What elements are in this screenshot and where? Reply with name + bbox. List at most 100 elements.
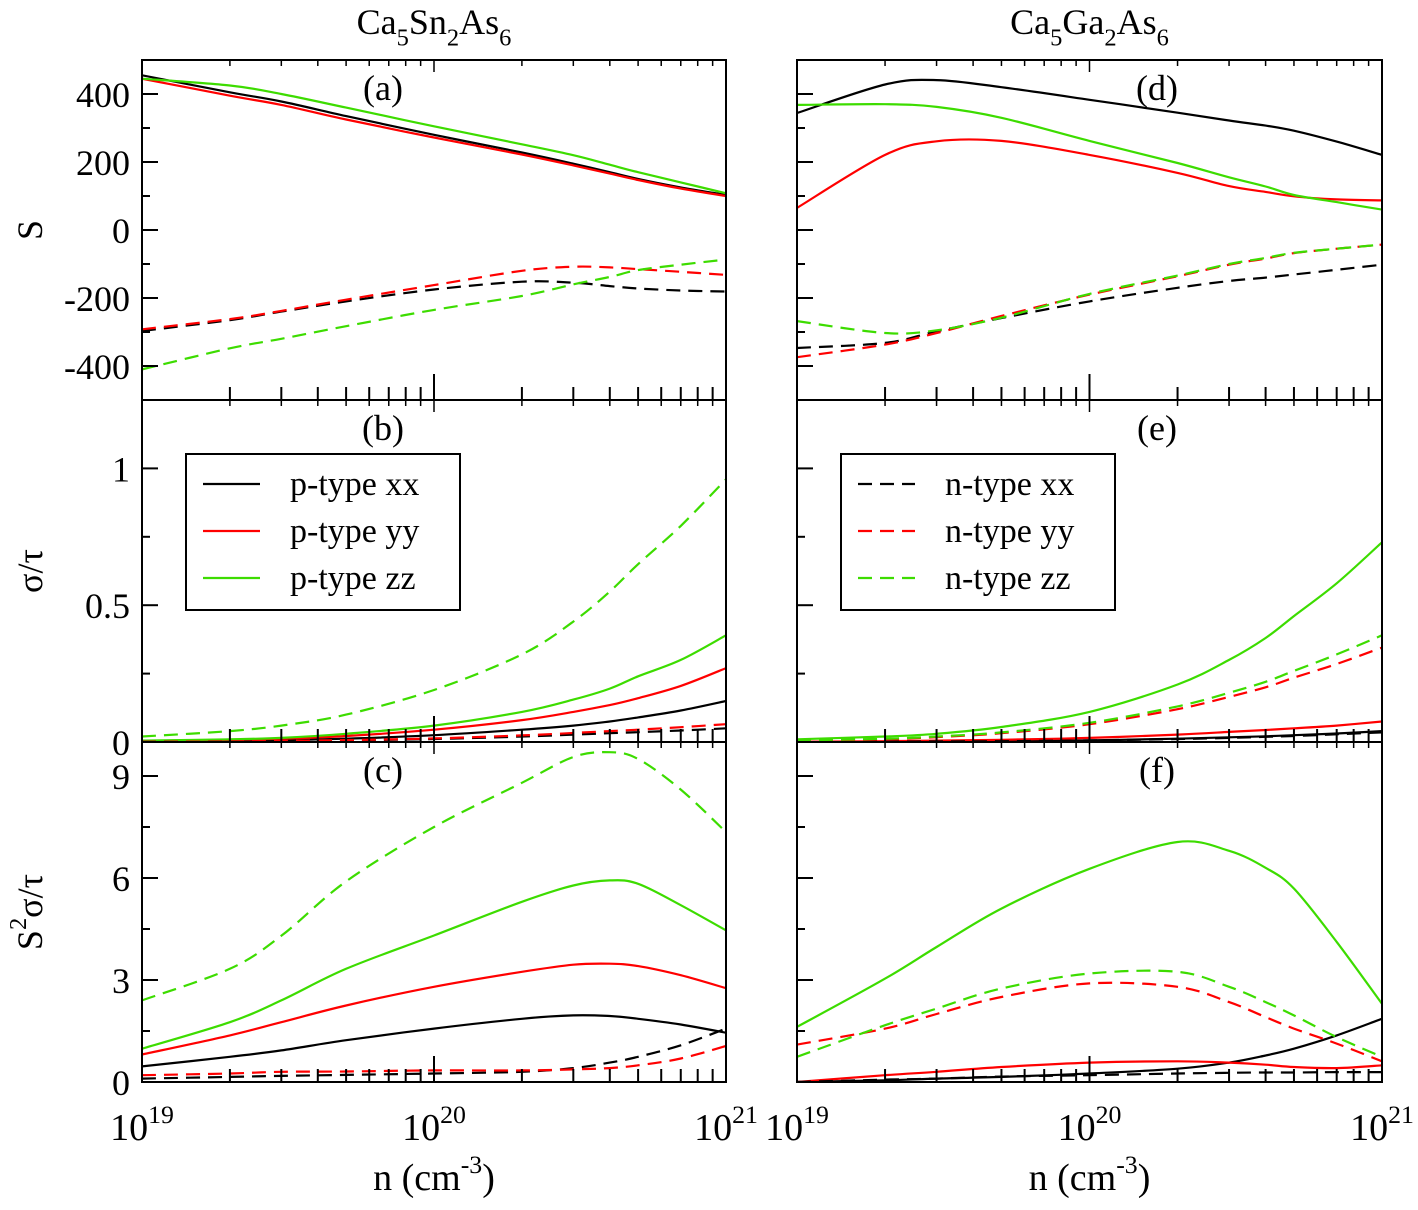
text-run: 21 <box>732 1100 758 1129</box>
x-tick-label: 1019​ <box>765 1100 829 1149</box>
text-run: S <box>10 220 50 240</box>
panel-label: (d) <box>1136 68 1178 108</box>
text-run: As <box>1117 2 1157 42</box>
series-group <box>797 840 1382 1082</box>
x-tick-label: 1020​ <box>402 1100 466 1149</box>
x-axis-label: n (cm-3​) <box>373 1150 495 1199</box>
series-line-n-type-xx <box>142 1027 726 1080</box>
series-line-p-type-yy <box>142 77 726 198</box>
series-group <box>142 74 726 371</box>
text-run: σ/τ <box>10 874 50 918</box>
text-run: 10 <box>110 1107 148 1149</box>
y-tick-label: 3 <box>112 961 130 1001</box>
legend-entry-label: p-type yy <box>290 513 419 550</box>
x-tick-label: 1019​ <box>110 1100 174 1149</box>
text-run: 21 <box>1388 1100 1414 1129</box>
text-run: n (cm <box>1029 1157 1117 1199</box>
y-axis-label: σ/τ <box>10 549 50 593</box>
series-line-n-type-zz <box>142 258 726 371</box>
column-title: Ca5​Sn2​As6​ <box>357 2 512 52</box>
series-line-p-type-yy <box>797 138 1382 209</box>
column-title: Ca5​Ga2​As6​ <box>1010 2 1169 52</box>
panel-d: (d) <box>796 59 1383 401</box>
text-run: 19 <box>803 1100 829 1129</box>
legend-entry-label: n-type zz <box>945 560 1071 597</box>
panel-e: (e) n-type xx n-type yy n-type zz <box>796 399 1383 743</box>
series-line-n-type-zz <box>142 751 726 1002</box>
text-run: 5 <box>1050 25 1062 52</box>
y-tick-label: 6 <box>112 859 130 899</box>
legend-entry-label: p-type xx <box>290 466 419 503</box>
panel-b: 0 0.5 1 (b) σ/τ p-type xx p-type yy p-type zz <box>10 399 727 763</box>
y-tick-label: 400 <box>76 75 130 115</box>
text-run: 20 <box>1096 1100 1122 1129</box>
x-axis-label: n (cm-3​) <box>1029 1150 1151 1199</box>
panel-a: -400 -200 0 200 400 (a) S <box>10 59 727 401</box>
series-line-n-type-xx <box>142 280 726 333</box>
series-line-n-type-xx <box>797 263 1382 350</box>
series-line-n-type-zz <box>797 243 1382 335</box>
text-run: 10 <box>1058 1107 1096 1149</box>
series-line-p-type-zz <box>142 634 726 742</box>
text-run: 10 <box>694 1107 732 1149</box>
text-run: 10 <box>402 1107 440 1149</box>
series-line-p-type-xx <box>142 1014 726 1068</box>
text-run: Ca <box>357 2 397 42</box>
legend: p-type xx p-type yy p-type zz <box>185 453 461 611</box>
series-line-p-type-zz <box>142 879 726 1050</box>
text-run: 5 <box>397 25 409 52</box>
text-run: n (cm <box>373 1157 461 1199</box>
text-run: 2 <box>447 25 459 52</box>
text-run: 10 <box>765 1107 803 1149</box>
text-run: S <box>10 930 50 950</box>
text-run: Sn <box>409 2 447 42</box>
text-run: -3 <box>461 1150 483 1179</box>
text-run: -3 <box>1116 1150 1138 1179</box>
series-line-n-type-zz <box>142 478 726 738</box>
text-run: Ca <box>1010 2 1050 42</box>
panel-label: (c) <box>363 750 403 790</box>
x-tick-label: 1021​ <box>694 1100 758 1149</box>
panel-label: (a) <box>363 68 403 108</box>
y-tick-label: 9 <box>112 757 130 797</box>
y-tick-label: 0 <box>112 723 130 763</box>
text-run: 10 <box>1350 1107 1388 1149</box>
series-line-p-type-zz <box>797 103 1382 211</box>
series-line-p-type-xx <box>142 74 726 197</box>
y-tick-label: 0 <box>112 211 130 251</box>
plot-frame <box>141 741 727 1083</box>
plot-frame <box>796 59 1383 401</box>
series-line-p-type-xx <box>797 78 1382 156</box>
legend-entry-label: p-type zz <box>290 560 416 597</box>
series-line-p-type-yy <box>142 962 726 1056</box>
text-run: 6 <box>499 25 511 52</box>
text-run: 6 <box>1157 25 1169 52</box>
series-line-n-type-xx <box>797 1071 1382 1082</box>
text-run: 19 <box>148 1100 174 1129</box>
text-run: σ/τ <box>10 549 50 593</box>
text-run: ) <box>482 1157 495 1199</box>
series-line-n-type-yy <box>142 1044 726 1077</box>
y-tick-label: -400 <box>64 347 130 387</box>
y-tick-label: 0.5 <box>85 586 130 626</box>
panel-c: 0 3 6 9 (c) S2​σ/τ 1019​ 1020​ 1021​ n (cm-3​) <box>5 741 758 1199</box>
series-line-p-type-yy <box>797 1060 1382 1082</box>
series-group <box>142 751 726 1080</box>
series-line-n-type-yy <box>797 981 1382 1063</box>
series-line-n-type-zz <box>797 634 1382 742</box>
y-tick-label: 200 <box>76 143 130 183</box>
x-tick-label: 1020​ <box>1058 1100 1122 1149</box>
y-axis-label: S2​σ/τ <box>5 874 50 950</box>
series-group <box>797 78 1382 359</box>
plot-frame <box>796 741 1383 1083</box>
text-run: 20 <box>440 1100 466 1129</box>
y-axis-label: S <box>10 220 50 240</box>
series-line-p-type-zz <box>142 77 726 195</box>
text-run: As <box>459 2 499 42</box>
series-line-p-type-zz <box>797 541 1382 741</box>
text-run: 2 <box>5 918 32 930</box>
text-run: Ga <box>1062 2 1104 42</box>
y-tick-label: 1 <box>112 449 130 489</box>
series-line-p-type-zz <box>797 840 1382 1028</box>
x-tick-label: 1021​ <box>1350 1100 1414 1149</box>
